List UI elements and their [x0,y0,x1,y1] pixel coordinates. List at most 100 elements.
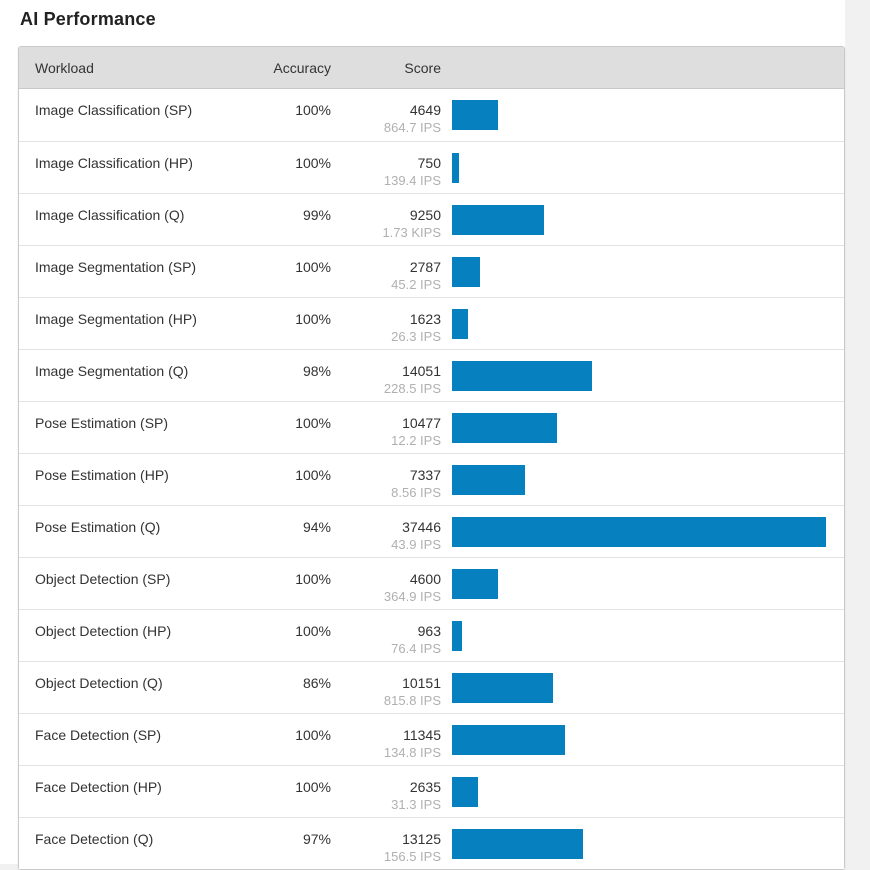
rate-value: 139.4 IPS [383,173,441,188]
score-cell: 750 139.4 IPS [331,142,441,193]
score-value: 750 [417,155,441,171]
rate-value: 1.73 KIPS [382,225,441,240]
score-bar [452,777,478,807]
workload-label: Face Detection (Q) [35,831,154,847]
rate-value: 364.9 IPS [383,589,441,604]
accuracy-value: 100% [295,623,331,639]
score-bar [452,361,592,391]
column-header-accuracy: Accuracy [273,59,331,76]
score-bar [452,257,480,287]
rate-value: 31.3 IPS [391,797,441,812]
accuracy-value: 99% [302,207,331,223]
score-bar-cell [441,506,844,557]
score-bar-cell [441,662,844,713]
accuracy-value: 100% [295,571,331,587]
score-bar-cell [441,454,844,505]
workload-label: Image Classification (HP) [35,155,193,171]
table-row: Image Classification (Q) 99% 9250 1.73 K… [19,193,844,245]
page-title: AI Performance [20,9,156,29]
table-header-row: Workload Accuracy Score [19,47,844,89]
workload-label: Image Segmentation (HP) [35,311,197,327]
score-bar [452,621,462,651]
table-row: Pose Estimation (HP) 100% 7337 8.56 IPS [19,453,844,505]
score-bar [452,465,525,495]
score-bar-cell [441,766,844,817]
score-value: 10477 [402,415,441,431]
score-bar [452,413,557,443]
table-row: Object Detection (SP) 100% 4600 364.9 IP… [19,557,844,609]
table-row: Image Segmentation (Q) 98% 14051 228.5 I… [19,349,844,401]
score-cell: 963 76.4 IPS [331,610,441,661]
workload-label: Pose Estimation (HP) [35,467,169,483]
score-value: 11345 [403,727,441,743]
accuracy-value: 100% [295,779,331,795]
score-bar [452,100,498,130]
rate-value: 156.5 IPS [383,849,441,864]
rate-value: 45.2 IPS [391,277,441,292]
workload-label: Image Segmentation (SP) [35,259,197,275]
page-content: AI Performance Workload Accuracy Score I… [0,0,845,870]
score-value: 2635 [409,779,441,795]
score-bar-cell [441,714,844,765]
table-row: Image Classification (HP) 100% 750 139.4… [19,141,844,193]
accuracy-value: 100% [295,102,331,118]
accuracy-value: 100% [295,311,331,327]
score-bar-cell [441,610,844,661]
rate-value: 864.7 IPS [383,120,441,135]
accuracy-value: 97% [302,831,331,847]
accuracy-value: 100% [295,467,331,483]
accuracy-value: 100% [295,415,331,431]
score-value: 4649 [409,102,441,118]
rate-value: 26.3 IPS [391,329,441,344]
workload-label: Image Segmentation (Q) [35,363,189,379]
rate-value: 12.2 IPS [391,433,441,448]
accuracy-value: 86% [302,675,331,691]
accuracy-value: 94% [302,519,331,535]
score-value: 963 [417,623,441,639]
accuracy-value: 100% [295,727,331,743]
score-value: 1623 [409,311,441,327]
table-row: Object Detection (Q) 86% 10151 815.8 IPS [19,661,844,713]
score-value: 9250 [409,207,441,223]
rate-value: 43.9 IPS [391,537,441,552]
workload-label: Face Detection (SP) [35,727,162,743]
score-bar-cell [441,558,844,609]
score-bar [452,517,826,547]
workload-label: Object Detection (Q) [35,675,163,691]
rate-value: 134.8 IPS [383,745,441,760]
score-bar-cell [441,194,844,245]
score-cell: 1623 26.3 IPS [331,298,441,349]
rate-value: 76.4 IPS [391,641,441,656]
score-cell: 4649 864.7 IPS [331,89,441,141]
rate-value: 815.8 IPS [383,693,441,708]
score-cell: 2635 31.3 IPS [331,766,441,817]
workload-label: Image Classification (SP) [35,102,193,118]
score-cell: 2787 45.2 IPS [331,246,441,297]
table-row: Pose Estimation (SP) 100% 10477 12.2 IPS [19,401,844,453]
score-value: 7337 [409,467,441,483]
table-body: Image Classification (SP) 100% 4649 864.… [19,89,844,869]
score-value: 14051 [402,363,441,379]
score-bar-cell [441,402,844,453]
score-bar [452,153,459,183]
score-bar [452,309,468,339]
table-row: Face Detection (Q) 97% 13125 156.5 IPS [19,817,844,869]
workload-label: Pose Estimation (SP) [35,415,169,431]
score-cell: 10477 12.2 IPS [331,402,441,453]
table-row: Object Detection (HP) 100% 963 76.4 IPS [19,609,844,661]
workload-label: Image Classification (Q) [35,207,185,223]
rate-value: 8.56 IPS [391,485,441,500]
score-bar [452,205,544,235]
score-bar [452,569,498,599]
ai-performance-table: Workload Accuracy Score Image Classifica… [18,46,845,870]
workload-label: Object Detection (SP) [35,571,171,587]
table-row: Pose Estimation (Q) 94% 37446 43.9 IPS [19,505,844,557]
accuracy-value: 100% [295,259,331,275]
score-bar-cell [441,142,844,193]
column-header-workload: Workload [35,59,94,76]
rate-value: 228.5 IPS [383,381,441,396]
score-bar [452,725,565,755]
score-value: 4600 [409,571,441,587]
score-cell: 4600 364.9 IPS [331,558,441,609]
score-value: 2787 [409,259,441,275]
